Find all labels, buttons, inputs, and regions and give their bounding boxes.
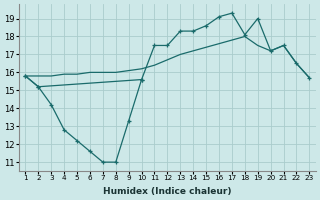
X-axis label: Humidex (Indice chaleur): Humidex (Indice chaleur) bbox=[103, 187, 232, 196]
